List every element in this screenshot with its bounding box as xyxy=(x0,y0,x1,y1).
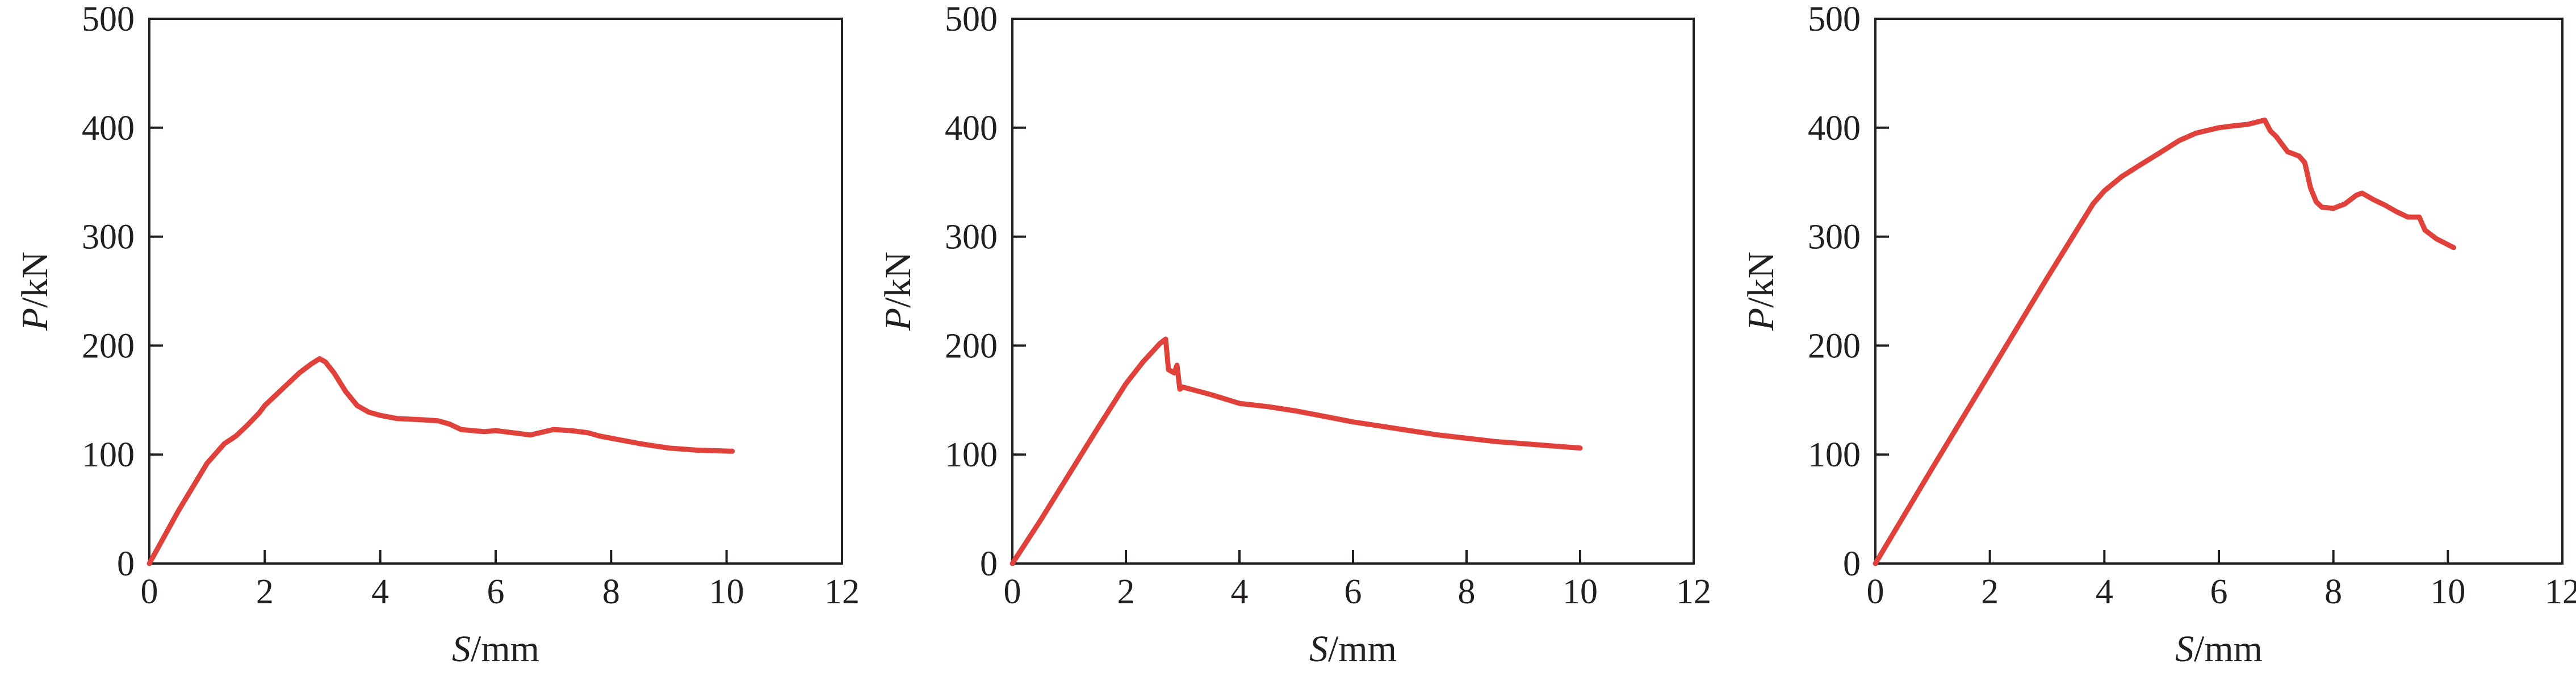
x-tick-label: 10 xyxy=(2430,573,2465,611)
x-tick-label: 12 xyxy=(2545,573,2576,611)
y-tick-label: 300 xyxy=(82,218,135,257)
x-axis-unit: /mm xyxy=(1328,628,1397,670)
chart-panel-1: 0 2 4 6 8 10 12 0 100 200 300 400 500 S/mm P/kN xyxy=(14,0,860,670)
x-tick-label: 10 xyxy=(709,573,744,611)
x-tick-label: 10 xyxy=(1563,573,1598,611)
y-tick-label: 200 xyxy=(82,327,135,365)
y-tick-label: 500 xyxy=(82,0,135,39)
y-tick-label: 100 xyxy=(1808,436,1861,474)
y-tick-label: 0 xyxy=(1843,545,1861,583)
x-tick-label: 4 xyxy=(371,573,389,611)
x-axis-label: S/mm xyxy=(2175,628,2263,670)
y-tick-label: 100 xyxy=(82,436,135,474)
y-axis-label: P/kN xyxy=(1740,252,1782,331)
x-tick-label: 6 xyxy=(1344,573,1362,611)
x-tick-label: 4 xyxy=(2096,573,2113,611)
y-axis-variable: P xyxy=(14,308,56,331)
x-axis-unit: /mm xyxy=(2194,628,2263,670)
chart-panel-3: 0 2 4 6 8 10 12 0 100 200 300 400 500 S/mm P/kN xyxy=(1740,0,2576,670)
y-tick-label: 200 xyxy=(1808,327,1861,365)
x-tick-label: 12 xyxy=(824,573,860,611)
x-tick-label: 6 xyxy=(2210,573,2228,611)
y-tick-label: 500 xyxy=(945,0,998,39)
x-tick-label: 2 xyxy=(1981,573,1999,611)
x-axis-label: S/mm xyxy=(1309,628,1397,670)
y-axis-label: P/kN xyxy=(14,252,56,331)
x-axis-label: S/mm xyxy=(452,628,539,670)
x-tick-label: 2 xyxy=(256,573,274,611)
y-tick-label: 0 xyxy=(980,545,998,583)
x-tick-label: 0 xyxy=(141,573,158,611)
chart-panel-2: 0 2 4 6 8 10 12 0 100 200 300 400 500 S/mm P/kN xyxy=(877,0,1711,670)
x-tick-label: 8 xyxy=(2324,573,2342,611)
load-displacement-curve xyxy=(146,356,735,566)
y-axis-variable: P xyxy=(1740,308,1782,331)
load-displacement-curve xyxy=(1010,336,1583,566)
x-tick-label: 6 xyxy=(487,573,505,611)
plot-frame xyxy=(1011,18,1695,565)
plot-frame xyxy=(1874,18,2564,565)
x-tick-label: 2 xyxy=(1117,573,1135,611)
y-tick-label: 400 xyxy=(945,109,998,148)
y-tick-label: 100 xyxy=(945,436,998,474)
x-tick-label: 12 xyxy=(1676,573,1711,611)
x-tick-label: 4 xyxy=(1231,573,1249,611)
y-tick-label: 0 xyxy=(117,545,135,583)
y-axis-unit: /kN xyxy=(877,252,919,308)
y-tick-label: 500 xyxy=(1808,0,1861,39)
load-displacement-curve xyxy=(1873,117,2456,566)
y-tick-label: 300 xyxy=(1808,218,1861,257)
y-axis-unit: /kN xyxy=(14,252,56,308)
y-axis-variable: P xyxy=(877,308,919,331)
x-tick-label: 0 xyxy=(1004,573,1021,611)
x-axis-variable: S xyxy=(452,628,471,670)
x-axis-variable: S xyxy=(2175,628,2194,670)
plot-frame xyxy=(148,18,843,565)
x-tick-label: 8 xyxy=(1458,573,1476,611)
y-axis-label: P/kN xyxy=(877,252,919,331)
y-tick-label: 300 xyxy=(945,218,998,257)
y-tick-label: 400 xyxy=(82,109,135,148)
y-axis-unit: /kN xyxy=(1740,252,1782,308)
y-tick-label: 200 xyxy=(945,327,998,365)
x-tick-label: 0 xyxy=(1867,573,1884,611)
x-axis-variable: S xyxy=(1309,628,1328,670)
x-axis-unit: /mm xyxy=(471,628,539,670)
y-tick-label: 400 xyxy=(1808,109,1861,148)
x-tick-label: 8 xyxy=(602,573,620,611)
